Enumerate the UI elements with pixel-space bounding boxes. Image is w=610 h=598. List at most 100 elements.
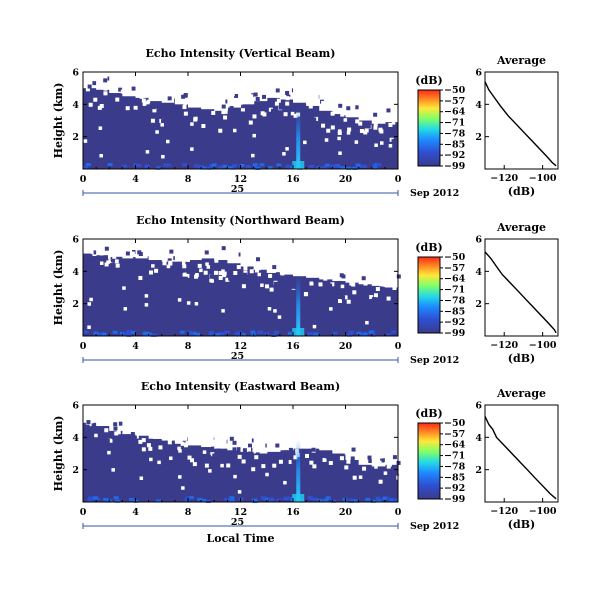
speckle	[393, 122, 398, 127]
speckle	[251, 93, 256, 98]
colorbar-tick-label: −85	[444, 472, 465, 483]
profile-x-tick-label: −100	[529, 506, 557, 517]
speckle	[93, 97, 98, 102]
speckle	[337, 136, 341, 141]
speckle	[365, 320, 369, 325]
speckle	[104, 246, 109, 251]
no-echo-column	[135, 72, 150, 98]
speckle	[302, 451, 307, 456]
surface-echo	[307, 496, 313, 500]
no-echo-column	[148, 72, 163, 102]
speckle	[182, 105, 187, 110]
speckle	[358, 475, 363, 479]
colorbar-tick-label: −71	[444, 451, 465, 462]
speckle	[92, 81, 97, 86]
speckle	[221, 269, 225, 273]
surface-echo	[184, 499, 190, 503]
surface-echo	[229, 499, 235, 503]
speckle	[318, 282, 323, 287]
y-tick-label: 4	[72, 433, 79, 444]
speckle	[346, 459, 351, 464]
surface-echo	[386, 497, 392, 501]
speckle	[156, 89, 161, 94]
convective-echo-base	[292, 161, 305, 169]
speckle	[146, 104, 151, 109]
convective-echo	[296, 274, 301, 336]
x-tick-label: 0	[80, 174, 87, 185]
speckle	[305, 104, 310, 109]
profile-x-tick-label: −100	[529, 340, 557, 351]
speckle	[212, 439, 216, 444]
speckle	[373, 122, 378, 127]
date-month-label: Sep 2012	[410, 355, 459, 366]
speckle	[234, 460, 239, 465]
surface-echo	[197, 165, 203, 169]
speckle	[378, 479, 383, 484]
speckle	[146, 443, 151, 448]
speckle	[363, 130, 368, 135]
speckle	[307, 269, 312, 274]
speckle	[324, 138, 329, 142]
speckle	[341, 111, 346, 116]
speckle	[162, 450, 167, 455]
y-tick-label: 2	[72, 132, 79, 143]
speckle	[346, 106, 351, 111]
speckle	[378, 290, 383, 295]
speckle	[87, 256, 92, 261]
no-echo-column	[227, 72, 242, 108]
speckle	[115, 272, 120, 277]
no-echo-column	[371, 405, 386, 467]
speckle	[218, 128, 223, 133]
speckle	[116, 430, 121, 435]
speckle	[94, 433, 98, 438]
speckle	[188, 118, 193, 123]
speckle	[374, 143, 378, 147]
y-tick-label: 4	[72, 100, 79, 111]
surface-echo	[89, 496, 95, 500]
surface-echo	[351, 499, 357, 503]
speckle	[97, 266, 102, 271]
speckle	[241, 284, 246, 289]
speckle	[222, 273, 227, 278]
speckle	[397, 117, 402, 122]
speckle	[139, 476, 144, 481]
speckle	[280, 271, 285, 276]
surface-echo	[143, 331, 149, 335]
surface-echo	[306, 332, 312, 336]
surface-echo	[348, 499, 354, 503]
speckle	[313, 278, 318, 283]
speckle	[317, 289, 322, 294]
speckle	[123, 247, 128, 252]
speckle	[252, 114, 257, 119]
surface-echo	[182, 163, 188, 167]
speckle	[322, 425, 327, 429]
x-tick-label: 16	[286, 507, 300, 518]
speckle	[240, 111, 245, 116]
speckle	[185, 273, 190, 278]
surface-echo	[349, 330, 355, 334]
speckle	[262, 94, 267, 99]
speckle	[278, 459, 283, 464]
speckle	[259, 261, 264, 266]
surface-echo	[87, 499, 93, 503]
y-axis-label: Height (km)	[52, 250, 65, 326]
speckle	[229, 106, 234, 111]
speckle	[211, 446, 216, 451]
speckle	[248, 255, 253, 259]
speckle	[137, 250, 142, 255]
speckle	[338, 103, 343, 108]
speckle	[114, 259, 119, 264]
surface-echo	[252, 499, 258, 503]
no-echo-column	[345, 239, 360, 283]
no-echo-column	[174, 72, 189, 105]
speckle	[208, 245, 213, 250]
speckle	[362, 466, 367, 471]
surface-echo	[197, 497, 203, 501]
speckle	[325, 454, 330, 459]
profile-y-tick-label: 2	[475, 299, 482, 310]
colorbar	[417, 256, 441, 334]
profile-x-label: (dB)	[508, 352, 535, 365]
speckle	[167, 258, 172, 263]
speckle	[113, 417, 118, 422]
